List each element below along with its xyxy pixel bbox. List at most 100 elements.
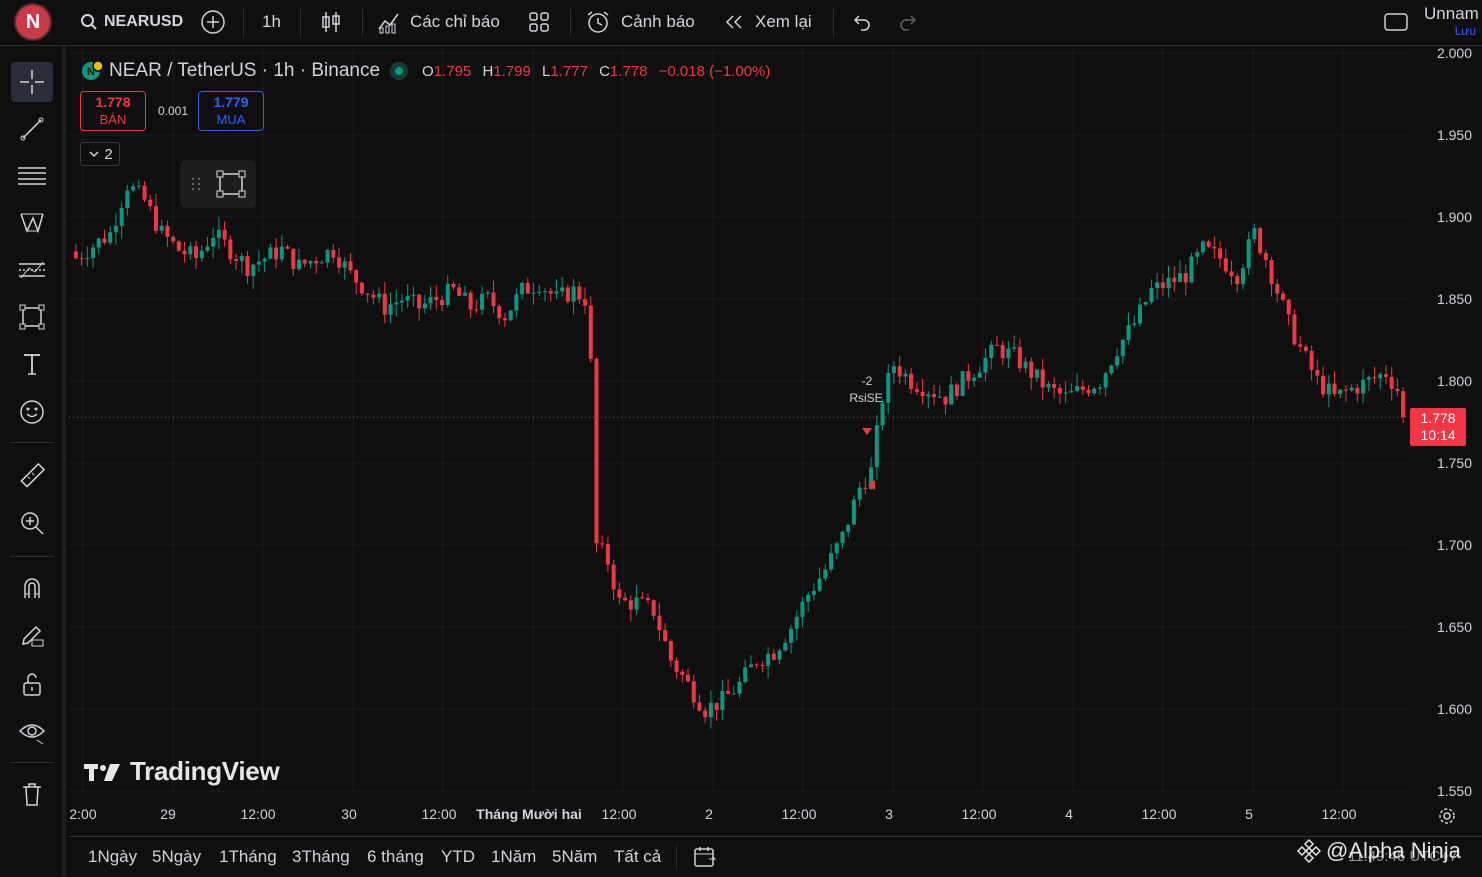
hide-drawings-tool[interactable] [11,712,53,752]
range-5y-button[interactable]: 5Năm [552,847,598,866]
candle-body [1183,273,1188,283]
floating-drawing-toolbar [180,160,256,208]
candle-body [1401,391,1406,418]
price-axis[interactable]: 2.000 1.950 1.900 1.850 1.800 1.750 1.70… [1410,45,1482,799]
magnet-tool[interactable] [11,568,53,608]
candle-body [182,250,187,255]
rectangle-select-icon[interactable] [214,167,248,201]
utc-clock[interactable]: 11:49:46 UTC+7 [1348,848,1458,865]
alert-label: Cảnh báo [621,12,695,31]
candle-body [583,299,588,306]
candle-body [377,293,382,298]
undo-icon [853,15,870,31]
text-tool[interactable] [11,344,53,384]
candle-body [886,373,891,403]
candle-body [457,287,462,296]
sell-button[interactable]: 1.778 BÁN [80,91,146,131]
candle-body [628,600,633,610]
drag-handle-icon[interactable] [186,174,206,194]
range-5d-button[interactable]: 5Ngày [152,847,202,866]
candle-body [388,304,393,315]
alert-button[interactable]: Cảnh báo [585,0,695,44]
templates-button[interactable] [527,0,551,44]
candle-body [480,293,485,310]
pattern-tool[interactable] [11,203,53,243]
buy-button[interactable]: 1.779 MUA [198,91,264,131]
horizontal-lines-tool[interactable] [11,156,53,196]
undo-button[interactable] [850,0,872,44]
tradingview-logo[interactable]: TradingView [84,756,280,787]
chart-settings-button[interactable] [1437,806,1457,831]
candle-body [193,246,199,259]
candle-body [531,292,536,294]
candle-body [525,282,530,294]
candle-body [1143,302,1148,305]
symbol-label: NEARUSD [104,13,184,30]
range-all-button[interactable]: Tất cả [614,847,662,866]
redo-button[interactable] [898,0,920,44]
candle-body [176,241,181,251]
candle-body [125,190,130,209]
lock-drawings-tool[interactable] [11,664,53,704]
candle-body [714,702,719,711]
candle-body [1229,271,1234,277]
candle-body [680,671,685,675]
trend-line-tool[interactable] [11,109,53,149]
candle-body [296,259,301,269]
measure-tool[interactable] [11,456,53,496]
user-avatar[interactable]: N [16,5,50,39]
candle-body [1126,325,1131,340]
compare-symbol-button[interactable] [200,0,226,44]
remove-drawings-tool[interactable] [11,774,53,814]
sell-signal-arrow [862,428,872,435]
range-1y-button[interactable]: 1Năm [491,847,537,866]
range-1d-button[interactable]: 1Ngày [88,847,138,866]
layout-name-button[interactable]: Unnam Lưu [1424,4,1482,38]
symbol-search-button[interactable]: NEARUSD [80,0,183,44]
crosshair-tool[interactable] [11,62,53,102]
indicators-button[interactable]: Các chỉ báo [376,0,500,44]
range-ytd-button[interactable]: YTD [441,847,475,866]
emoji-tool[interactable] [11,392,53,432]
candle-body [1218,248,1223,259]
candle-body [760,664,765,666]
indicators-collapse-button[interactable]: 2 [80,142,120,166]
candle-body [726,691,731,694]
range-6m-button[interactable]: 6 tháng [367,847,424,866]
candle-body [1252,228,1257,240]
toolbar-divider [10,442,54,443]
candle-body [508,310,513,321]
candle-body [703,710,708,718]
candle-body [165,225,170,237]
candle-body [159,225,164,231]
market-status-icon [390,62,409,80]
candle-body [1235,276,1240,285]
zoom-in-tool[interactable] [11,503,53,543]
candle-body [245,256,250,276]
range-1m-button[interactable]: 1Tháng [219,847,277,866]
goto-date-button[interactable] [692,845,718,874]
candle-body [537,291,542,293]
candle-body [977,372,982,378]
layout-toggle-button[interactable] [1383,0,1409,44]
range-3m-button[interactable]: 3Tháng [292,847,350,866]
candlestick-chart[interactable] [69,48,1410,793]
time-axis[interactable]: 2:00 29 12:00 30 12:00 Tháng Mười hai 12… [69,796,1410,832]
candle-body [1172,277,1177,282]
chart-type-button[interactable] [318,0,344,44]
chart-pane[interactable] [69,48,1410,793]
interval-button[interactable]: 1h [262,0,281,44]
forecast-tool[interactable] [11,250,53,290]
replay-button[interactable]: Xem lại [723,0,812,44]
candle-body [554,291,559,294]
candle-body [1361,379,1366,394]
candle-body [943,396,948,405]
eye-icon [18,724,46,745]
shape-tool[interactable] [11,297,53,337]
candle-body [617,589,622,598]
candle-body [371,294,376,298]
candle-body [686,674,691,682]
svg-text:N: N [87,66,95,78]
candle-body [840,531,845,544]
stay-in-drawing-mode-tool[interactable] [11,616,53,656]
